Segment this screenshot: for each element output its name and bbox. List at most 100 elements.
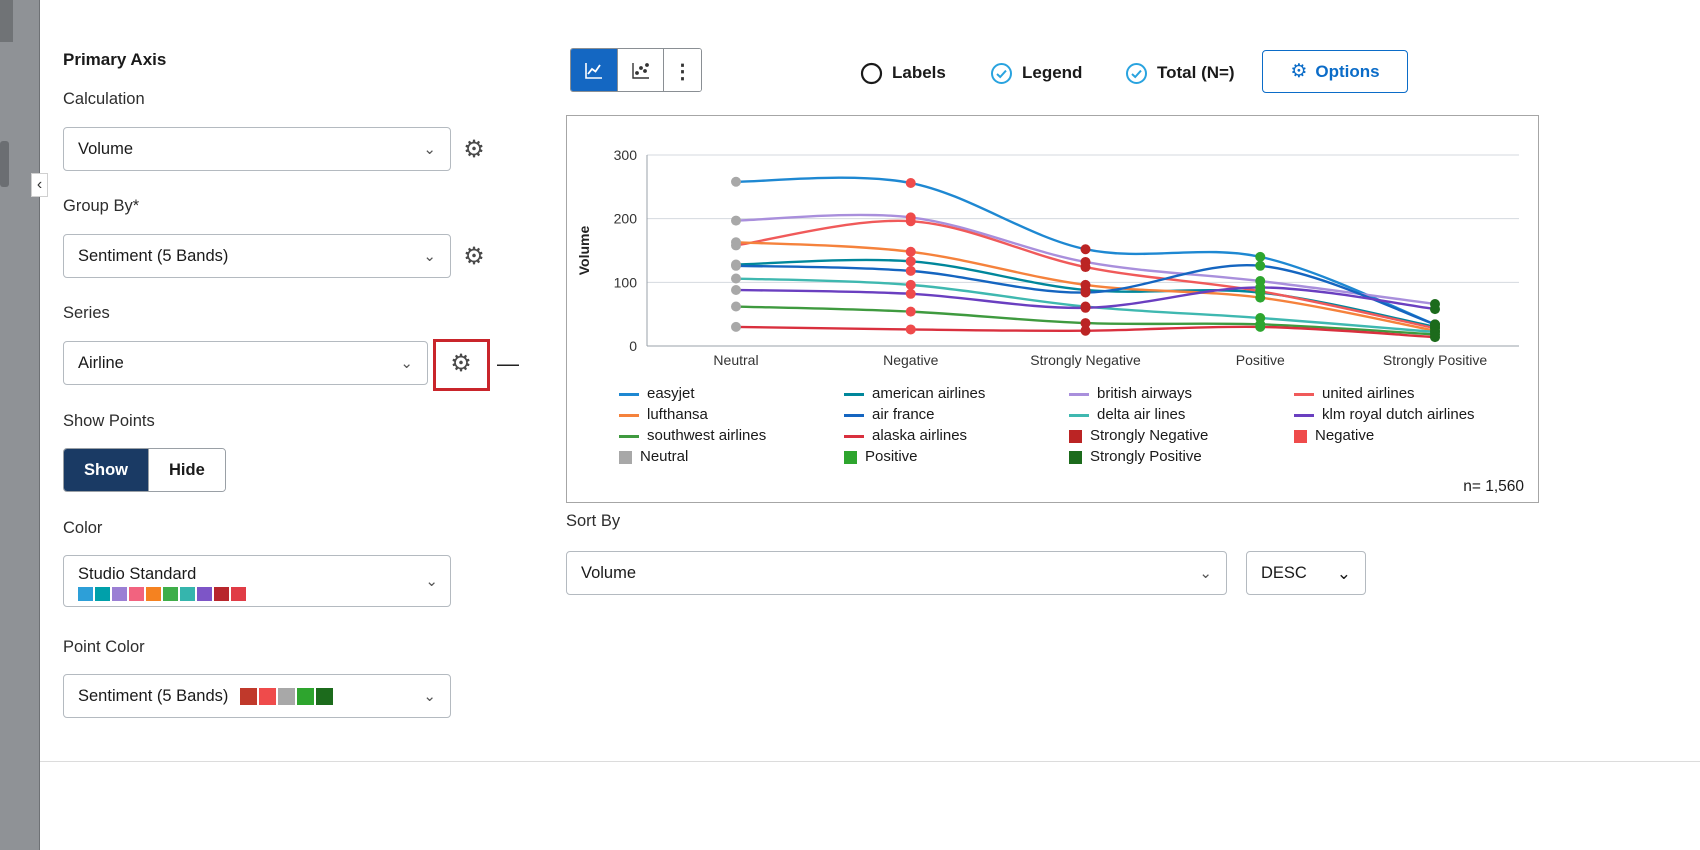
color-label: Color — [63, 519, 103, 537]
legend-line-marker — [1069, 413, 1089, 417]
show-points-toggle: Show Hide — [63, 448, 226, 492]
line-chart-type-button[interactable] — [571, 49, 617, 91]
legend-label: southwest airlines — [647, 427, 767, 444]
point-color-dropdown[interactable]: Sentiment (5 Bands) ⌄ — [63, 674, 451, 718]
color-swatch — [180, 587, 195, 601]
options-button[interactable]: ⚙︎ Options — [1262, 50, 1408, 93]
svg-text:Volume: Volume — [576, 226, 592, 276]
legend-item: Neutral — [619, 447, 844, 467]
legend-label: delta air lines — [1097, 406, 1186, 423]
total-checkbox-label: Total (N=) — [1157, 63, 1235, 82]
sort-by-label: Sort By — [566, 512, 621, 530]
line-chart: 0 100 200 300 Neutral Negative Strongly Negati… — [576, 147, 1519, 368]
legend-line-marker — [619, 392, 639, 396]
legend-line-marker — [619, 413, 639, 417]
gear-icon: ⚙︎ — [1290, 61, 1308, 82]
color-swatch — [112, 587, 127, 601]
color-swatch — [231, 587, 246, 601]
group-by-settings-gear-icon[interactable]: ⚙︎ — [459, 242, 489, 272]
color-palette-swatches — [78, 587, 246, 601]
legend-label: Negative — [1315, 427, 1375, 444]
legend-label: Neutral — [640, 448, 689, 465]
chevron-down-icon: ⌄ — [423, 140, 436, 158]
color-swatch — [197, 587, 212, 601]
legend-item: Negative — [1294, 426, 1524, 446]
kebab-menu-icon: ⋮ — [672, 60, 693, 83]
group-by-dropdown[interactable]: Sentiment (5 Bands) ⌄ — [63, 234, 451, 278]
legend-label: united airlines — [1322, 385, 1415, 402]
labels-checkbox-label: Labels — [892, 63, 946, 82]
legend-square-swatch — [1069, 450, 1082, 464]
color-swatch — [259, 687, 277, 705]
chevron-down-icon: ⌄ — [1336, 563, 1351, 583]
legend-item: Strongly Negative — [1069, 426, 1294, 446]
svg-text:Neutral: Neutral — [713, 352, 758, 368]
legend-square-swatch — [1069, 429, 1082, 443]
legend-label: lufthansa — [647, 406, 708, 423]
scatter-chart-type-button[interactable] — [617, 49, 663, 91]
legend-label: Strongly Negative — [1090, 427, 1209, 444]
svg-text:0: 0 — [629, 338, 637, 354]
chevron-down-icon: ⌄ — [1199, 564, 1212, 582]
svg-text:Strongly Negative: Strongly Negative — [1030, 352, 1141, 368]
left-rail — [0, 0, 40, 850]
annotation-highlight-box — [433, 339, 490, 391]
chart-type-button-group: ⋮ — [570, 48, 702, 92]
more-chart-types-button[interactable]: ⋮ — [663, 49, 701, 91]
legend-label: british airways — [1097, 385, 1193, 402]
color-swatch — [95, 587, 110, 601]
color-swatch — [240, 687, 258, 705]
legend-item: Strongly Positive — [1069, 447, 1294, 467]
chart-preview-panel: 0 100 200 300 Neutral Negative Strongly Negati… — [566, 115, 1539, 503]
scrollbar-thumb[interactable] — [0, 141, 9, 187]
legend-item: british airways — [1069, 384, 1294, 404]
calculation-label: Calculation — [63, 90, 145, 108]
legend-square-swatch — [619, 450, 632, 464]
show-points-label: Show Points — [63, 412, 155, 430]
chevron-down-icon: ⌄ — [423, 687, 436, 705]
legend-item: american airlines — [844, 384, 1069, 404]
show-points-show-button[interactable]: Show — [64, 449, 148, 491]
remove-series-button[interactable]: — — [497, 351, 519, 376]
calculation-dropdown[interactable]: Volume ⌄ — [63, 127, 451, 171]
series-settings-gear-icon[interactable]: ⚙︎ — [446, 349, 476, 379]
legend-item: southwest airlines — [619, 426, 844, 446]
color-value: Studio Standard — [78, 565, 197, 583]
sort-direction-dropdown[interactable]: DESC ⌄ — [1246, 551, 1366, 595]
legend-square-swatch — [1294, 429, 1307, 443]
show-points-hide-button[interactable]: Hide — [148, 449, 225, 491]
panel-collapse-handle[interactable]: ‹ — [31, 173, 48, 197]
series-dropdown[interactable]: Airline ⌄ — [63, 341, 428, 385]
legend-checkbox[interactable]: Legend — [990, 60, 1082, 86]
legend-line-marker — [844, 413, 864, 417]
color-swatch — [129, 587, 144, 601]
sort-by-dropdown[interactable]: Volume ⌄ — [566, 551, 1227, 595]
primary-axis-title: Primary Axis — [63, 50, 167, 69]
legend-line-marker — [1069, 392, 1089, 396]
svg-text:Strongly Positive: Strongly Positive — [1383, 352, 1487, 368]
svg-text:100: 100 — [614, 274, 638, 290]
chevron-down-icon: ⌄ — [425, 573, 438, 590]
svg-text:200: 200 — [614, 211, 638, 227]
color-swatch — [316, 687, 334, 705]
legend-line-marker — [844, 392, 864, 396]
chart-legend: easyjet american airlines british airways u… — [619, 384, 1524, 467]
group-by-value: Sentiment (5 Bands) — [78, 246, 229, 265]
calculation-settings-gear-icon[interactable]: ⚙︎ — [459, 135, 489, 165]
legend-item: lufthansa — [619, 405, 844, 425]
legend-item: klm royal dutch airlines — [1294, 405, 1524, 425]
group-by-label: Group By* — [63, 197, 140, 215]
labels-checkbox[interactable]: Labels — [860, 60, 946, 86]
legend-item: air france — [844, 405, 1069, 425]
legend-item: alaska airlines — [844, 426, 1069, 446]
svg-text:300: 300 — [614, 147, 638, 163]
legend-label: air france — [872, 406, 935, 423]
sort-by-value: Volume — [581, 563, 637, 582]
options-button-label: Options — [1315, 61, 1380, 81]
total-checkbox[interactable]: Total (N=) — [1125, 60, 1235, 86]
color-dropdown[interactable]: Studio Standard ⌄ — [63, 555, 451, 607]
color-swatch — [163, 587, 178, 601]
legend-item: Positive — [844, 447, 1069, 467]
legend-label: alaska airlines — [872, 427, 968, 444]
